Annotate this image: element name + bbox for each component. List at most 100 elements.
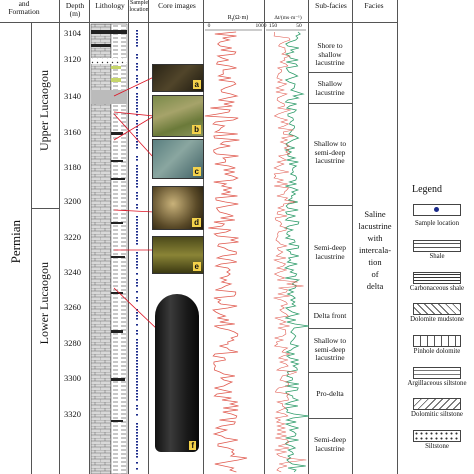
sample-point [136, 192, 138, 194]
lith-layer [111, 420, 123, 422]
col-line [89, 0, 90, 474]
sample-point [136, 135, 138, 137]
legend-label-shale: Shale [429, 253, 445, 260]
sample-point [136, 456, 138, 458]
sample-point [136, 363, 138, 365]
sample-point [136, 441, 138, 443]
period-label: Permian [8, 220, 23, 264]
legend-swatch-sample [413, 204, 461, 216]
legend-label-siltstone: Siltstone [425, 443, 449, 450]
sample-point [136, 462, 138, 464]
sample-point [136, 435, 138, 437]
sample-point [136, 30, 138, 32]
sample-point [136, 126, 138, 128]
sample-point [136, 387, 138, 389]
col-line [128, 0, 129, 474]
subfacies-5: Delta front [313, 311, 347, 320]
sample-point [136, 468, 138, 470]
col-line [352, 0, 353, 474]
sample-point [136, 180, 138, 182]
sample-point [136, 156, 138, 158]
sample-point [136, 183, 138, 185]
header-facies: Facies [364, 1, 384, 10]
subfacies-divider [308, 205, 352, 206]
sample-point [136, 114, 138, 116]
core-image-a: a [152, 64, 204, 92]
sample-point [136, 171, 138, 173]
subfacies-divider [308, 103, 352, 104]
sample-point [136, 39, 138, 41]
sample-point [136, 33, 138, 35]
sample-point [136, 282, 138, 284]
sample-point [136, 438, 138, 440]
sample-point [136, 450, 138, 452]
sample-point [136, 408, 138, 410]
lith-layer [91, 30, 127, 34]
sample-point [136, 138, 138, 140]
sample-point [136, 81, 138, 83]
header-core: Core images [158, 1, 196, 10]
col-line [148, 0, 149, 474]
sample-point [136, 75, 138, 77]
sample-point [136, 108, 138, 110]
core-label-a: a [192, 80, 201, 89]
sample-point [136, 354, 138, 356]
sample-point [136, 414, 138, 416]
core-image-b: b [152, 95, 204, 137]
sample-point [136, 195, 138, 197]
lith-layer [91, 44, 111, 47]
sample-point [136, 132, 138, 134]
core-label-b: b [192, 125, 201, 134]
sample-point [136, 432, 138, 434]
depth-tick: 3200 [64, 196, 81, 206]
sample-point [136, 444, 138, 446]
core-image-c: c [152, 139, 204, 179]
sample-point [136, 168, 138, 170]
lith-layer [111, 222, 123, 224]
sample-point [136, 204, 138, 206]
subfacies-2: Shallow lacustrine [315, 79, 345, 97]
header-depth: Depth (m) [65, 1, 85, 18]
sample-point [136, 243, 138, 245]
lith-layer [91, 58, 127, 64]
core-image-f: f [152, 290, 202, 456]
depth-tick: 3180 [64, 162, 81, 172]
header-period: and Formation [8, 0, 40, 16]
sample-point [136, 219, 138, 221]
sample-point [136, 93, 138, 95]
header-ac: Δt/(ms·m⁻¹) [274, 15, 302, 21]
sample-point [136, 324, 138, 326]
sample-point [136, 147, 138, 149]
formation-lower: Lower Lucaogou [37, 262, 51, 345]
res-min: 0 [207, 23, 211, 29]
sample-point [136, 405, 138, 407]
sample-point [136, 216, 138, 218]
depth-tick: 3320 [64, 409, 81, 419]
sample-point [136, 261, 138, 263]
sample-point [136, 396, 138, 398]
depth-tick: 3160 [64, 127, 81, 137]
sample-points [136, 30, 138, 470]
sample-point [136, 228, 138, 230]
subfacies-6: Shallow to semi-deep lacustrine [313, 336, 347, 362]
sample-point [136, 129, 138, 131]
res-sub: t [231, 18, 234, 24]
depth-tick: 3240 [64, 267, 81, 277]
ac-max: 50 [296, 23, 302, 29]
res-max: 1000 [255, 23, 267, 29]
sample-point [136, 357, 138, 359]
sample-point [136, 123, 138, 125]
res-unit: (Ω·m) [233, 15, 249, 21]
core-label-e: e [192, 262, 201, 271]
sample-point [136, 54, 138, 56]
legend-swatch-dol-silt [413, 398, 461, 410]
ac-curve-red [273, 31, 307, 473]
formation-upper: Upper Lucaogou [37, 70, 51, 151]
sample-point [136, 300, 138, 302]
header-lithology: Lithology [95, 1, 125, 10]
legend-swatch-dolomite-mud [413, 303, 461, 315]
sample-point [136, 96, 138, 98]
lith-layer [90, 23, 112, 474]
sample-point [136, 87, 138, 89]
sample-point [136, 381, 138, 383]
